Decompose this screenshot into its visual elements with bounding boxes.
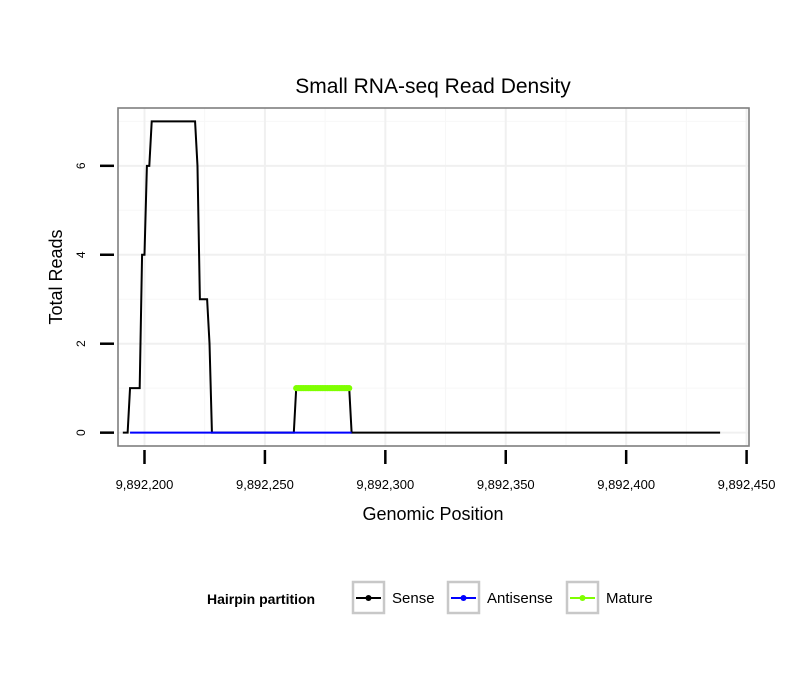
chart-title: Small RNA-seq Read Density <box>295 75 571 98</box>
legend-item-antisense: Antisense <box>446 580 553 615</box>
legend-item-sense: Sense <box>351 580 435 615</box>
x-axis: 9,892,200 9,892,250 9,892,300 9,892,350 9,89… <box>116 450 776 492</box>
x-tick-label: 9,892,350 <box>477 477 535 492</box>
legend-key-mature-point <box>579 595 586 601</box>
series-layer <box>122 120 721 434</box>
y-axis: 0 2 4 6 <box>74 162 114 436</box>
legend-title: Hairpin partition <box>207 591 315 607</box>
x-tick-label: 9,892,400 <box>597 477 655 492</box>
legend-label-antisense: Antisense <box>487 590 553 607</box>
legend-label-sense: Sense <box>392 590 435 607</box>
x-axis-label: Genomic Position <box>362 504 503 524</box>
plot-panel <box>118 108 749 446</box>
x-tick-label: 9,892,250 <box>236 477 294 492</box>
legend-key-antisense-point <box>460 595 467 601</box>
grid-lines <box>118 108 749 446</box>
plot-border <box>117 107 750 447</box>
y-tick-label: 4 <box>74 251 88 258</box>
series-point-mature <box>346 385 353 392</box>
y-tick-label: 2 <box>74 340 88 347</box>
legend: Hairpin partition Sense Antisense Mature <box>207 580 653 615</box>
legend-item-mature: Mature <box>565 580 653 615</box>
legend-label-mature: Mature <box>606 590 653 607</box>
x-tick-label: 9,892,450 <box>718 477 776 492</box>
y-tick-label: 0 <box>74 429 88 436</box>
y-tick-label: 6 <box>74 162 88 169</box>
series-line-sense <box>122 120 721 434</box>
x-tick-label: 9,892,200 <box>116 477 174 492</box>
legend-key-sense-point <box>365 595 372 601</box>
x-tick-label: 9,892,300 <box>356 477 414 492</box>
y-axis-label: Total Reads <box>46 229 66 324</box>
